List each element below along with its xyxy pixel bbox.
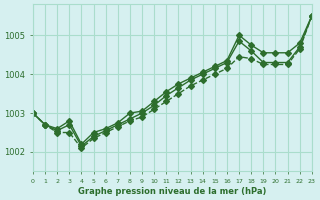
X-axis label: Graphe pression niveau de la mer (hPa): Graphe pression niveau de la mer (hPa) (78, 187, 267, 196)
